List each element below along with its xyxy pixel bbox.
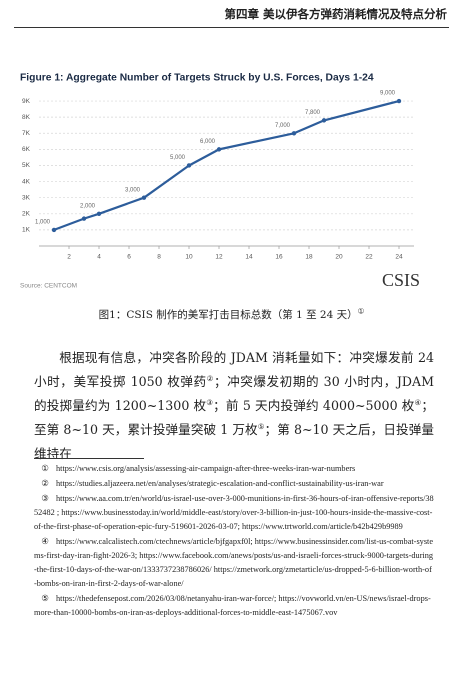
footnote-text: https://studies.aljazeera.net/en/analyse… — [56, 479, 384, 488]
figure-caption: 图1：CSIS 制作的美军打击目标总数（第 1 至 24 天）① — [0, 307, 463, 322]
data-point — [321, 118, 327, 123]
x-tick-label: 6 — [127, 254, 131, 261]
x-tick-label: 22 — [365, 254, 373, 261]
chart-logo: CSIS — [382, 270, 420, 290]
footnote-rule — [34, 458, 144, 459]
data-point — [51, 227, 57, 233]
text-run: ；至第 8~10 天，累计投弹量突破 1 万枚 — [34, 398, 434, 437]
x-tick-label: 16 — [275, 254, 283, 261]
value-label: 7,000 — [275, 123, 291, 129]
header-rule — [14, 27, 449, 28]
footnote-number: ② — [41, 479, 49, 488]
data-point — [291, 131, 297, 136]
data-point — [81, 216, 87, 221]
x-tick-label: 24 — [395, 254, 403, 261]
x-tick-label: 12 — [215, 254, 223, 261]
data-point — [141, 195, 147, 200]
y-tick-label: 7K — [22, 130, 31, 137]
x-tick-label: 2 — [67, 254, 71, 261]
data-point — [186, 163, 192, 168]
footnote: ④ https://www.calcalistech.com/ctechnews/… — [34, 535, 434, 591]
caption-text: 图1：CSIS 制作的美军打击目标总数（第 1 至 24 天） — [98, 309, 358, 321]
chart: Figure 1: Aggregate Number of Targets St… — [20, 73, 420, 290]
value-label: 9,000 — [380, 91, 396, 97]
value-label: 5,000 — [170, 155, 186, 161]
footnote-text: https://www.calcalistech.com/ctechnews/a… — [34, 537, 434, 588]
y-tick-label: 6K — [22, 146, 31, 153]
chart-title: Figure 1: Aggregate Number of Targets St… — [20, 73, 374, 84]
footnotes: ① https://www.csis.org/analysis/assessing… — [34, 462, 434, 621]
value-label: 1,000 — [35, 219, 51, 225]
footnote-number: ④ — [41, 537, 49, 546]
x-tick-label: 4 — [97, 254, 101, 261]
value-label: 7,800 — [305, 110, 321, 116]
footnote: ⑤ https://thedefensepost.com/2026/03/08/n… — [34, 592, 434, 620]
footnote-text: https://thedefensepost.com/2026/03/08/ne… — [34, 594, 431, 617]
x-tick-label: 10 — [185, 254, 193, 261]
footnote: ① https://www.csis.org/analysis/assessing… — [34, 462, 434, 476]
footnote-text: https://www.csis.org/analysis/assessing-… — [56, 464, 356, 473]
y-tick-label: 1K — [22, 227, 31, 234]
footnote-number: ③ — [41, 494, 49, 503]
chart-source: Source: CENTCOM — [20, 283, 77, 290]
x-tick-label: 18 — [305, 254, 313, 261]
footnote: ③ https://www.aa.com.tr/en/world/us-israe… — [34, 492, 434, 534]
y-tick-label: 9K — [22, 98, 31, 105]
y-tick-label: 4K — [22, 178, 31, 185]
y-tick-label: 2K — [22, 211, 31, 218]
text-run: 根据现有信息，冲突各阶段的 JDAM 消耗量如下：冲突爆发前 24 小时，美军投… — [34, 350, 434, 389]
text-run: ；前 5 天内投弹约 4000~5000 枚 — [213, 398, 415, 413]
body-paragraph: 根据现有信息，冲突各阶段的 JDAM 消耗量如下：冲突爆发前 24 小时，美军投… — [34, 346, 434, 466]
value-label: 3,000 — [125, 187, 141, 193]
value-label: 6,000 — [200, 139, 216, 145]
data-point — [216, 147, 222, 152]
footnote-ref: ② — [206, 373, 214, 383]
footnote: ② https://studies.aljazeera.net/en/analys… — [34, 477, 434, 491]
x-tick-label: 8 — [157, 254, 161, 261]
y-tick-label: 5K — [22, 162, 31, 169]
text-run: ；冲突爆发初期的 30 小时内，JDAM 的投掷量约为 1200~1300 枚 — [34, 374, 434, 413]
x-tick-label: 14 — [245, 254, 253, 261]
footnote-text: https://www.aa.com.tr/en/world/us-israel… — [34, 494, 434, 531]
page-header: 第四章 美以伊各方弹药消耗情况及特点分析 — [224, 7, 447, 21]
footnote-ref: ⑤ — [257, 421, 265, 431]
x-tick-label: 20 — [335, 254, 343, 261]
footnote-number: ⑤ — [41, 594, 49, 603]
data-point — [396, 98, 402, 104]
footnote-ref: ④ — [414, 397, 422, 407]
caption-note: ① — [357, 306, 365, 316]
y-tick-label: 8K — [22, 114, 31, 121]
text-run: ；第 8~10 天之后，日投弹量维持在 — [34, 422, 434, 461]
footnote-ref: ③ — [206, 397, 214, 407]
footnote-number: ① — [41, 464, 49, 473]
value-label: 2,000 — [80, 203, 96, 209]
data-point — [96, 211, 102, 216]
y-tick-label: 3K — [22, 194, 31, 201]
